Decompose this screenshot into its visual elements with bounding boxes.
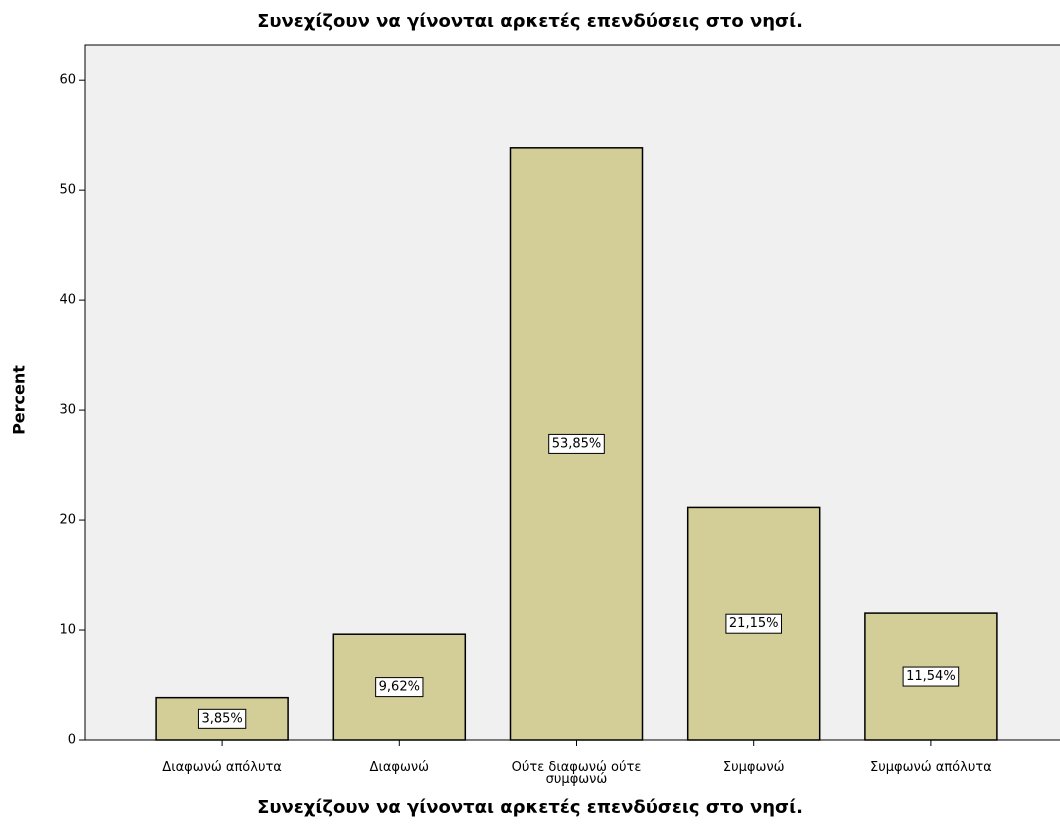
value-label: 53,85%: [552, 436, 602, 451]
y-axis-title: Percent: [10, 365, 29, 435]
x-axis-title: Συνεχίζουν να γίνονται αρκετές επενδύσει…: [257, 797, 803, 818]
y-tick-label: 10: [59, 623, 76, 638]
value-label-box: [902, 666, 960, 687]
y-tick-label: 30: [59, 403, 76, 418]
x-tick-label: Συμφωνώ απόλυτα: [870, 760, 992, 775]
value-label: 11,54%: [906, 669, 956, 684]
y-tick-label: 20: [59, 513, 76, 528]
value-label: 9,62%: [379, 680, 420, 695]
y-tick-label: 0: [68, 733, 76, 748]
chart-title: Συνεχίζουν να γίνονται αρκετές επενδύσει…: [257, 11, 803, 32]
y-tick-label: 60: [59, 73, 76, 88]
value-label-box: [548, 433, 605, 454]
y-tick-label: 50: [59, 183, 76, 198]
value-label: 21,15%: [729, 616, 779, 631]
x-tick-label: Διαφωνώ: [369, 760, 430, 775]
value-label: 3,85%: [201, 711, 242, 726]
y-tick-label: 40: [59, 293, 76, 308]
value-label-box: [197, 708, 247, 729]
value-label-box: [375, 677, 424, 698]
x-tick-label: Διαφωνώ απόλυτα: [162, 760, 282, 775]
x-tick-label: Ούτε διαφωνώ ούτε συμφωνώ: [511, 760, 642, 787]
value-label-box: [725, 613, 782, 634]
x-tick-label: Συμφωνώ: [722, 760, 785, 775]
